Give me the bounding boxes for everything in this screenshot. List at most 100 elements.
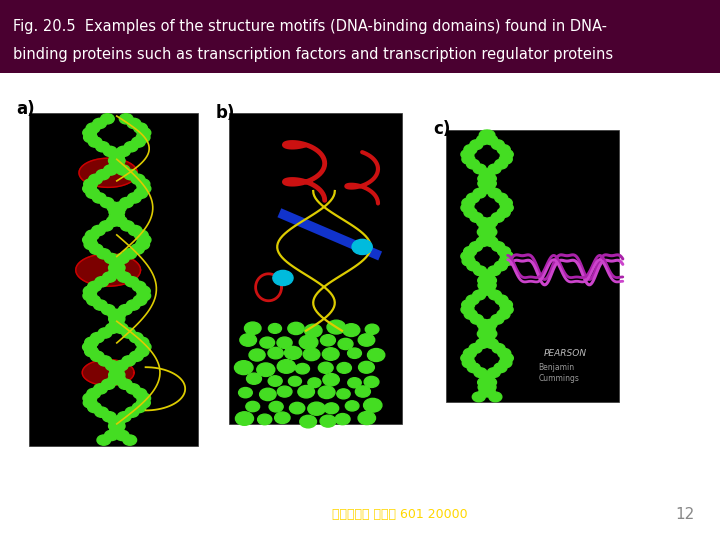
Circle shape xyxy=(499,358,512,368)
Circle shape xyxy=(84,132,97,143)
Circle shape xyxy=(86,230,99,240)
Circle shape xyxy=(500,305,513,314)
Circle shape xyxy=(107,216,120,226)
Circle shape xyxy=(111,151,125,161)
Circle shape xyxy=(479,285,492,295)
Circle shape xyxy=(498,348,510,358)
Circle shape xyxy=(124,170,138,180)
Circle shape xyxy=(483,174,496,184)
Circle shape xyxy=(109,258,123,268)
Circle shape xyxy=(500,252,513,261)
Circle shape xyxy=(245,322,261,334)
Circle shape xyxy=(485,135,498,145)
Circle shape xyxy=(358,411,376,424)
Circle shape xyxy=(110,426,124,436)
Circle shape xyxy=(484,329,497,339)
Circle shape xyxy=(476,339,489,348)
Circle shape xyxy=(127,118,141,129)
Circle shape xyxy=(86,123,100,133)
Circle shape xyxy=(115,430,129,441)
Circle shape xyxy=(300,415,317,428)
Circle shape xyxy=(480,169,492,179)
Circle shape xyxy=(356,386,370,397)
Circle shape xyxy=(117,411,131,422)
Circle shape xyxy=(87,388,101,399)
Circle shape xyxy=(495,295,508,305)
Circle shape xyxy=(482,285,495,295)
Circle shape xyxy=(481,373,494,382)
Circle shape xyxy=(112,156,125,166)
Circle shape xyxy=(111,370,125,380)
Circle shape xyxy=(491,140,504,150)
Circle shape xyxy=(110,258,124,268)
Circle shape xyxy=(482,130,495,140)
Circle shape xyxy=(240,334,256,346)
Circle shape xyxy=(343,324,360,336)
Circle shape xyxy=(346,401,359,411)
Circle shape xyxy=(132,137,145,147)
Circle shape xyxy=(482,169,495,179)
Circle shape xyxy=(123,249,137,259)
Circle shape xyxy=(95,276,109,287)
Circle shape xyxy=(492,242,505,252)
Circle shape xyxy=(127,193,141,203)
Circle shape xyxy=(85,347,99,357)
Circle shape xyxy=(473,290,486,300)
Circle shape xyxy=(135,337,149,347)
Circle shape xyxy=(348,348,361,359)
Circle shape xyxy=(470,314,483,324)
Circle shape xyxy=(83,393,96,403)
Circle shape xyxy=(499,154,512,164)
Circle shape xyxy=(494,363,507,373)
Circle shape xyxy=(83,235,96,245)
Circle shape xyxy=(84,179,97,189)
Circle shape xyxy=(257,363,275,376)
Circle shape xyxy=(477,218,490,227)
Circle shape xyxy=(89,174,102,185)
Circle shape xyxy=(98,356,112,366)
Circle shape xyxy=(133,295,147,306)
Circle shape xyxy=(477,227,490,237)
Circle shape xyxy=(484,227,497,237)
Circle shape xyxy=(485,339,498,348)
Circle shape xyxy=(97,249,111,259)
Circle shape xyxy=(483,280,496,290)
Circle shape xyxy=(482,387,495,397)
Circle shape xyxy=(101,114,114,124)
Circle shape xyxy=(97,435,111,445)
Circle shape xyxy=(462,256,475,266)
Circle shape xyxy=(138,342,151,352)
Circle shape xyxy=(260,388,276,401)
Circle shape xyxy=(479,387,492,397)
Circle shape xyxy=(96,141,109,152)
Circle shape xyxy=(461,203,474,213)
Circle shape xyxy=(476,237,489,247)
Circle shape xyxy=(104,430,118,441)
Circle shape xyxy=(470,140,483,150)
Circle shape xyxy=(495,261,508,271)
Circle shape xyxy=(337,362,351,373)
Circle shape xyxy=(109,267,122,278)
Circle shape xyxy=(467,159,480,169)
Circle shape xyxy=(249,349,265,361)
Circle shape xyxy=(109,160,123,171)
Circle shape xyxy=(109,319,123,329)
Polygon shape xyxy=(76,254,140,286)
Circle shape xyxy=(104,253,118,264)
Circle shape xyxy=(365,324,379,334)
Circle shape xyxy=(480,130,492,140)
Circle shape xyxy=(337,389,350,399)
Circle shape xyxy=(484,377,497,387)
Circle shape xyxy=(348,377,361,388)
Text: b): b) xyxy=(216,104,235,122)
Circle shape xyxy=(120,114,133,124)
Text: a): a) xyxy=(16,100,35,118)
Circle shape xyxy=(109,370,122,380)
Circle shape xyxy=(83,184,96,194)
Circle shape xyxy=(480,232,492,242)
Circle shape xyxy=(92,193,106,203)
Circle shape xyxy=(130,333,143,343)
Circle shape xyxy=(84,239,98,249)
Circle shape xyxy=(83,127,96,138)
Circle shape xyxy=(473,188,486,198)
